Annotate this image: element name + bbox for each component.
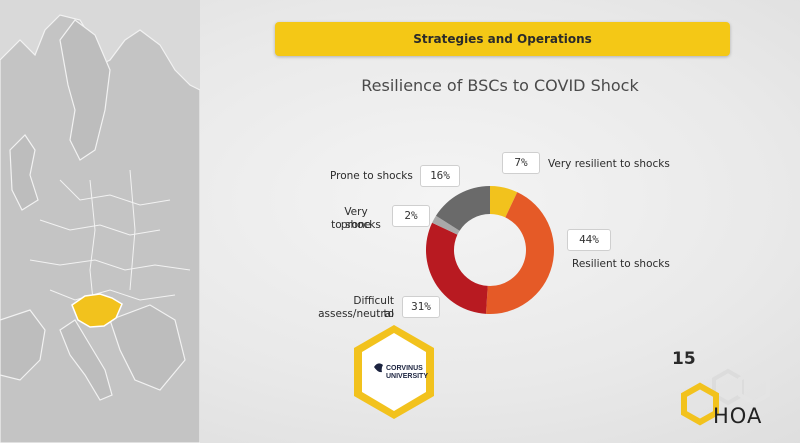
label-difficult-line1: Difficult to bbox=[353, 295, 394, 320]
label-resilient: Resilient to shocks bbox=[572, 258, 670, 270]
map-scandinavia bbox=[59, 19, 111, 161]
hoa-logo bbox=[681, 368, 770, 426]
label-very-prone-2: to shocks bbox=[331, 219, 381, 231]
label-very-resilient: Very resilient to shocks bbox=[548, 158, 670, 170]
corvinus-line2: UNIVERSITY bbox=[386, 373, 428, 380]
pct-prone: 16% bbox=[420, 165, 460, 187]
hoa-anniversary-number: 15 bbox=[672, 349, 696, 369]
map-iberia bbox=[0, 309, 46, 381]
hungary-highlight bbox=[71, 293, 123, 328]
slice-difficult bbox=[426, 222, 488, 314]
label-very-prone: Very prone bbox=[340, 206, 372, 231]
slice-very-prone bbox=[432, 215, 460, 235]
pct-very-prone: 2% bbox=[392, 205, 430, 227]
pct-resilient: 44% bbox=[567, 229, 611, 251]
label-difficult-2: assess/neutral bbox=[318, 308, 394, 320]
slice-very-resilient bbox=[490, 186, 518, 218]
corvinus-line1: CORVINUS bbox=[386, 365, 423, 372]
section-header-title: Strategies and Operations bbox=[413, 32, 592, 46]
map-borders bbox=[29, 169, 191, 321]
map-uk bbox=[9, 134, 39, 211]
corvinus-logo: CORVINUS UNIVERSITY bbox=[354, 325, 434, 419]
map-italy bbox=[59, 319, 113, 401]
section-header: Strategies and Operations bbox=[275, 22, 730, 56]
chart-title: Resilience of BSCs to COVID Shock bbox=[361, 76, 639, 95]
pct-difficult: 31% bbox=[402, 296, 440, 318]
map-balkans bbox=[109, 304, 186, 391]
pct-very-resilient: 7% bbox=[502, 152, 540, 174]
europe-map bbox=[0, 0, 200, 443]
hoa-wordmark: HOA bbox=[713, 404, 763, 428]
slice-resilient bbox=[485, 192, 555, 315]
raven-icon bbox=[374, 363, 383, 373]
label-prone: Prone to shocks bbox=[330, 170, 413, 182]
slice-prone bbox=[435, 186, 490, 231]
label-difficult: Difficult to bbox=[340, 295, 394, 321]
